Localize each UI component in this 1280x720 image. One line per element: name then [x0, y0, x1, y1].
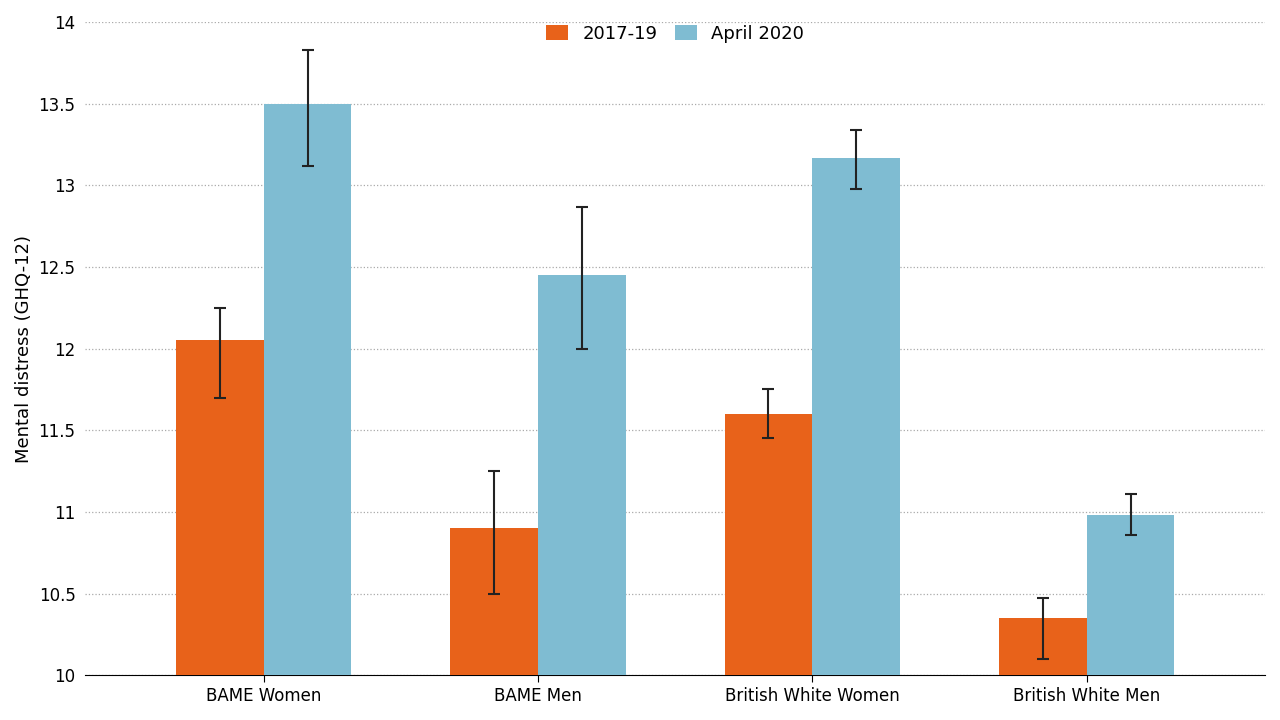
- Bar: [264, 104, 352, 675]
- Bar: [1087, 516, 1175, 675]
- Bar: [998, 618, 1087, 675]
- Y-axis label: Mental distress (GHQ-12): Mental distress (GHQ-12): [15, 235, 33, 462]
- Bar: [538, 275, 626, 675]
- Bar: [724, 414, 813, 675]
- Bar: [813, 158, 900, 675]
- Legend: 2017-19, April 2020: 2017-19, April 2020: [539, 18, 812, 50]
- Bar: [175, 341, 264, 675]
- Bar: [451, 528, 538, 675]
